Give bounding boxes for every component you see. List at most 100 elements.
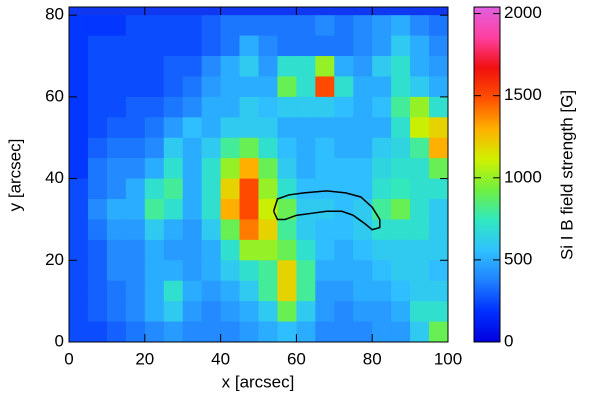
heatmap-cell — [69, 178, 89, 200]
heatmap-cell — [182, 280, 203, 302]
heatmap-cell — [277, 260, 297, 282]
heatmap-cell — [239, 260, 259, 282]
heatmap-cell — [239, 137, 259, 159]
heatmap-cell — [125, 35, 146, 57]
colorbar-tick-label: 0 — [504, 331, 513, 350]
heatmap-cell — [372, 76, 392, 98]
heatmap-cell — [353, 15, 373, 37]
heatmap-cell — [125, 219, 146, 241]
heatmap-cell — [87, 321, 108, 343]
heatmap-cell — [125, 301, 146, 323]
heatmap-cell — [87, 56, 108, 77]
heatmap-cell — [239, 117, 259, 139]
heatmap-cell — [125, 117, 146, 139]
heatmap-cell — [334, 158, 354, 180]
heatmap-cell — [372, 158, 392, 180]
heatmap-cell — [182, 260, 203, 282]
heatmap-cell — [69, 260, 89, 282]
heatmap-cell — [125, 178, 146, 200]
heatmap-cell — [144, 321, 165, 343]
heatmap-cell — [296, 321, 316, 343]
heatmap-cell — [410, 239, 430, 261]
heatmap-cell — [239, 199, 259, 220]
heatmap-cell — [106, 301, 127, 323]
heatmap-cell — [296, 301, 316, 323]
heatmap-cell — [334, 56, 354, 77]
heatmap-cell — [372, 219, 392, 241]
heatmap-cell — [220, 117, 241, 139]
heatmap-cell — [372, 280, 392, 302]
heatmap-cell — [220, 96, 241, 118]
heatmap-cell — [296, 76, 316, 98]
colorbar-tick-label: 2000 — [504, 3, 542, 22]
heatmap-cell — [315, 117, 335, 139]
heatmap-cell — [220, 321, 241, 343]
colorbar — [473, 6, 501, 343]
heatmap-cell — [163, 76, 184, 98]
heatmap-cell — [353, 96, 373, 118]
heatmap-cell — [429, 35, 449, 57]
heatmap-cell — [334, 15, 354, 37]
heatmap-cell — [334, 178, 354, 200]
heatmap-cell — [201, 96, 222, 118]
heatmap-cell — [334, 96, 354, 118]
heatmap-cell — [69, 96, 89, 118]
heatmap-cell — [220, 199, 241, 220]
heatmap-cell — [296, 219, 316, 241]
heatmap-cell — [201, 137, 222, 159]
heatmap-cell — [315, 56, 335, 77]
heatmap-cell — [106, 117, 127, 139]
heatmap-cell — [353, 260, 373, 282]
heatmap-cell — [182, 137, 203, 159]
heatmap-cell — [144, 137, 165, 159]
heatmap-cell — [69, 117, 89, 139]
heatmap-cell — [87, 178, 108, 200]
heatmap-cell — [201, 239, 222, 261]
heatmap-cell — [258, 137, 278, 159]
heatmap-cell — [182, 96, 203, 118]
heatmap-cell — [144, 96, 165, 118]
heatmap-cell — [296, 137, 316, 159]
heatmap-cell — [106, 96, 127, 118]
heatmap-cell — [334, 117, 354, 139]
heatmap-cell — [144, 219, 165, 241]
heatmap-cell — [106, 219, 127, 241]
heatmap-cell — [87, 301, 108, 323]
heatmap-cell — [372, 137, 392, 159]
heatmap-cell — [410, 96, 430, 118]
heatmap-cell — [277, 137, 297, 159]
heatmap-cell — [391, 117, 411, 139]
heatmap-cell — [87, 96, 108, 118]
heatmap-cell — [410, 35, 430, 57]
heatmap-cell — [258, 301, 278, 323]
heatmap-cell — [144, 199, 165, 220]
heatmap-cell — [353, 301, 373, 323]
heatmap-cell — [87, 260, 108, 282]
heatmap-cell — [239, 321, 259, 343]
heatmap-cell — [125, 76, 146, 98]
heatmap-cell — [182, 178, 203, 200]
heatmap-cell — [163, 199, 184, 220]
heatmap-cell — [239, 280, 259, 302]
heatmap-cell — [353, 137, 373, 159]
heatmap-cell — [201, 15, 222, 37]
heatmap-cell — [334, 137, 354, 159]
heatmap-cell — [391, 301, 411, 323]
x-tick-label: 60 — [287, 349, 306, 368]
heatmap-cell — [277, 15, 297, 37]
heatmap-cell — [106, 76, 127, 98]
heatmap-cell — [429, 76, 449, 98]
heatmap-cell — [163, 158, 184, 180]
heatmap-cell — [391, 260, 411, 282]
heatmap-cell — [372, 35, 392, 57]
heatmap-cell — [163, 35, 184, 57]
heatmap-cell — [239, 15, 259, 37]
heatmap-cell — [353, 321, 373, 343]
heatmap-cell — [296, 178, 316, 200]
heatmap-cell — [201, 280, 222, 302]
heatmap-cell — [125, 56, 146, 77]
heatmap-cell — [277, 301, 297, 323]
heatmap-cell — [144, 35, 165, 57]
heatmap-cell — [410, 76, 430, 98]
heatmap-cell — [372, 239, 392, 261]
